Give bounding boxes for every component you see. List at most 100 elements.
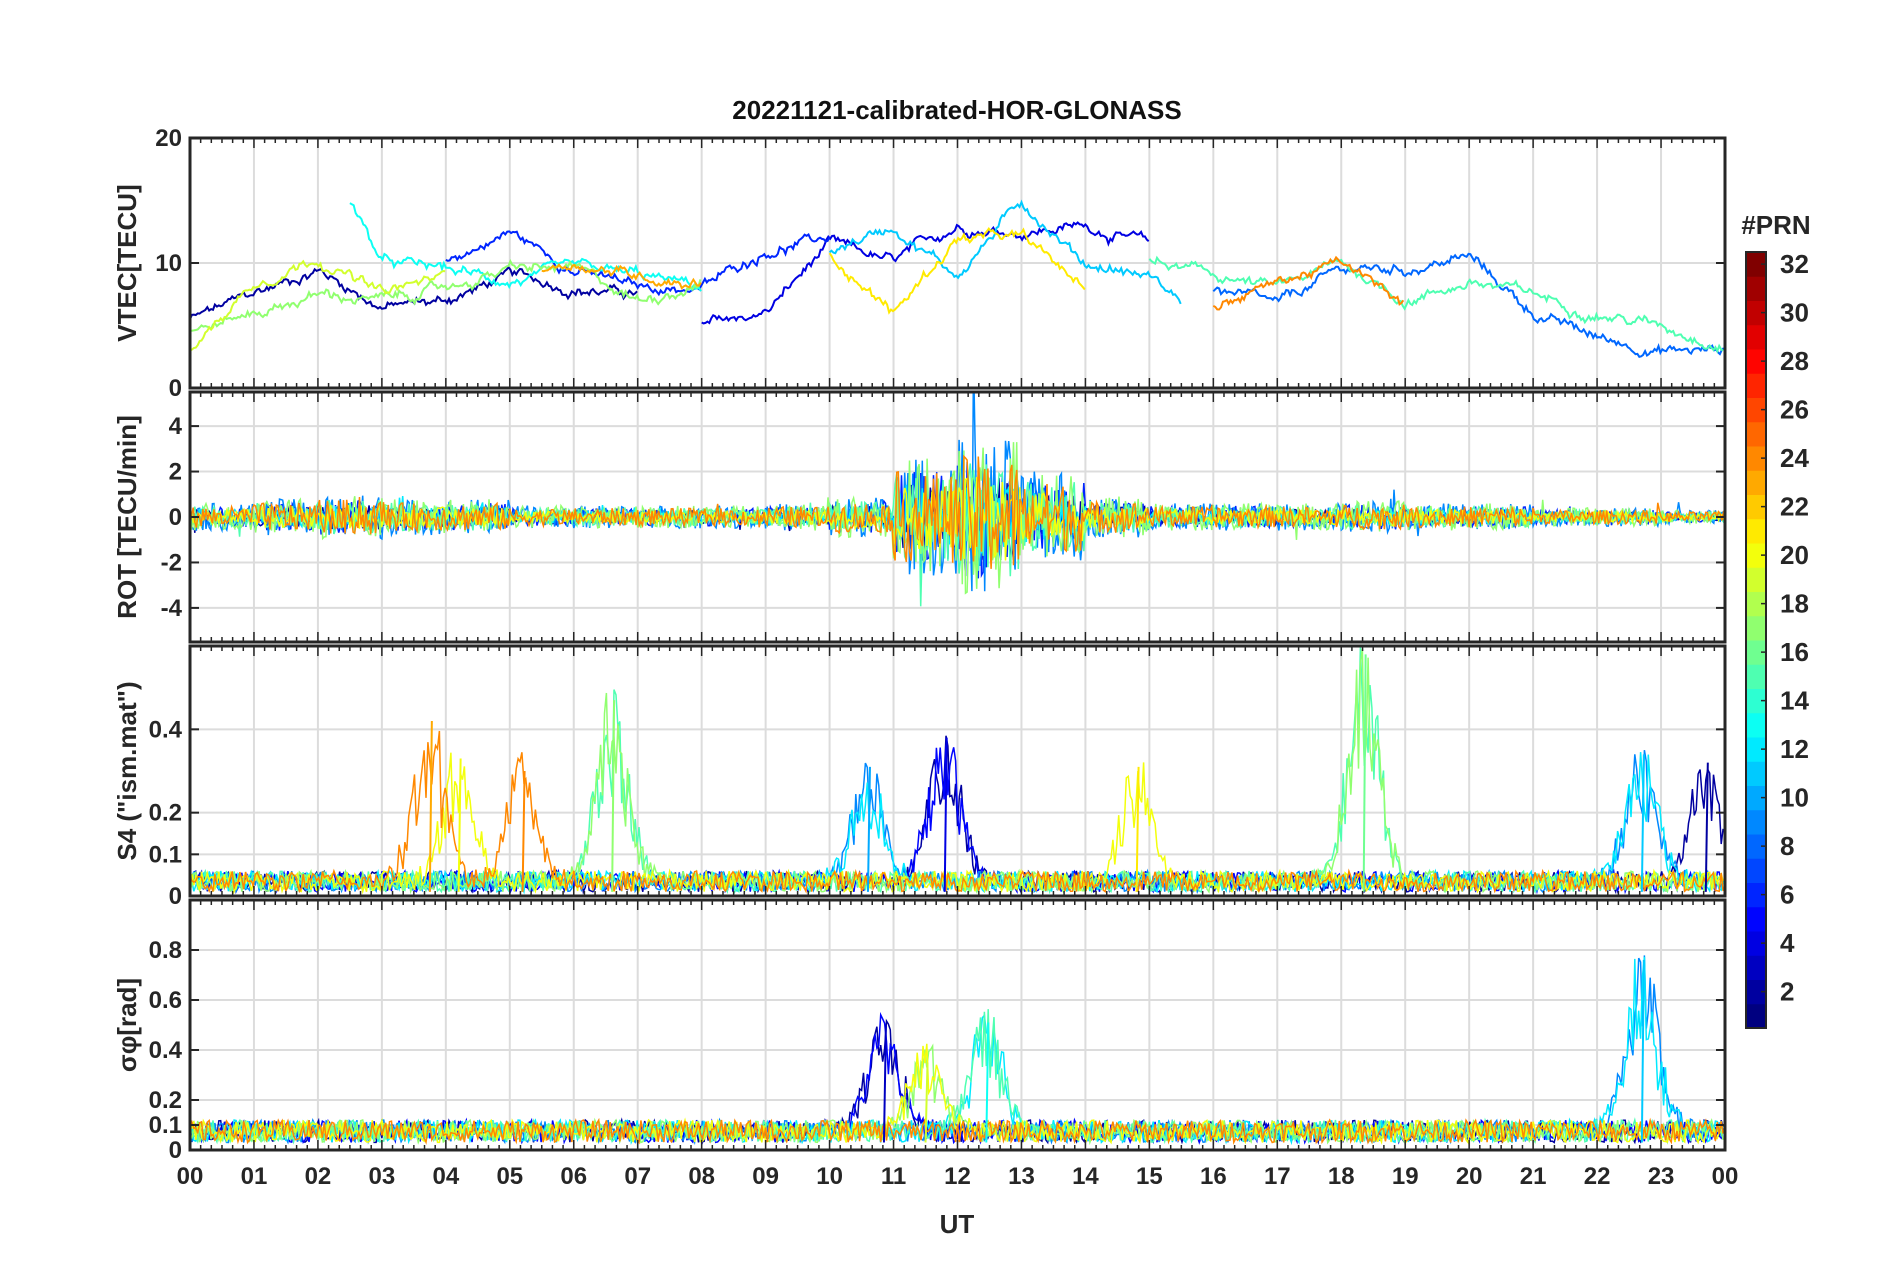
rot-ytick-label: -2 bbox=[161, 549, 182, 576]
sigma-ytick-label: 0 bbox=[169, 1137, 182, 1164]
colorbar-tick-label: 18 bbox=[1780, 589, 1809, 619]
colorbar-tick-label: 22 bbox=[1780, 492, 1809, 522]
vtec-trace-prn-17 bbox=[190, 258, 702, 332]
vtec-trace-prn-11 bbox=[828, 199, 1182, 305]
colorbar-tick-label: 12 bbox=[1780, 734, 1809, 764]
colorbar-tick-label: 6 bbox=[1780, 880, 1794, 910]
s4-peak bbox=[1640, 754, 1645, 892]
sigma-ytick-label: 0.1 bbox=[149, 1112, 182, 1139]
colorbar-band bbox=[1746, 421, 1766, 447]
colorbar-tick-label: 10 bbox=[1780, 783, 1809, 813]
colorbar-band bbox=[1746, 567, 1766, 592]
colorbar-tick-label: 32 bbox=[1780, 249, 1809, 279]
vtec-trace-prn-6 bbox=[445, 230, 831, 297]
rot-ytick-label: 0 bbox=[169, 504, 182, 531]
x-tick-label: 02 bbox=[305, 1163, 332, 1190]
colorbar-band bbox=[1746, 979, 1766, 1005]
s4-peak bbox=[428, 720, 433, 892]
vtec-trace-prn-19 bbox=[190, 259, 446, 352]
colorbar-bands bbox=[1746, 252, 1766, 1029]
s4-ytick-label: 0 bbox=[169, 883, 182, 910]
s4-ytick-label: 0.2 bbox=[149, 800, 182, 827]
colorbar-band bbox=[1746, 470, 1766, 495]
x-tick-label: 17 bbox=[1264, 1163, 1291, 1190]
vtec-ytick-label: 20 bbox=[155, 125, 182, 152]
colorbar-band bbox=[1746, 664, 1766, 689]
colorbar-band bbox=[1746, 931, 1766, 956]
vtec-trace-prn-21 bbox=[828, 227, 1086, 315]
x-tick-label: 19 bbox=[1392, 1163, 1419, 1190]
colorbar-band bbox=[1746, 397, 1766, 423]
rot-axes: -4 -2 0 2 4 bbox=[161, 392, 1726, 642]
rot-ytick-label: -4 bbox=[161, 595, 183, 622]
x-tick-label: 14 bbox=[1072, 1163, 1099, 1190]
colorbar-tick-label: 24 bbox=[1780, 443, 1809, 473]
vtec-trace-prn-8 bbox=[1212, 252, 1725, 358]
colorbar-band bbox=[1746, 761, 1766, 786]
vtec-trace-prn-24 bbox=[1212, 255, 1405, 311]
vtec-traces bbox=[190, 199, 1725, 358]
x-tick-label: 09 bbox=[752, 1163, 779, 1190]
x-tick-label: 22 bbox=[1584, 1163, 1611, 1190]
sigma-peak bbox=[1640, 959, 1645, 1143]
sigma-peak bbox=[882, 1024, 887, 1143]
panel-rot: -4 -2 0 2 4 ROT [TECU/min] bbox=[112, 390, 1727, 644]
vtec-axes: 0 10 20 bbox=[155, 125, 1726, 402]
sigma-peak bbox=[985, 1022, 990, 1143]
panel-s4: 0 0.1 0.2 0.4 S4 ("ism.mat") bbox=[112, 644, 1727, 910]
x-tick-label: 11 bbox=[881, 1163, 906, 1190]
x-tick-label: 10 bbox=[816, 1163, 843, 1190]
s4-ytick-label: 0.4 bbox=[149, 716, 183, 743]
s4-ytick-label: 0.1 bbox=[149, 841, 182, 868]
x-tick-label: 04 bbox=[432, 1163, 459, 1190]
colorbar-tick-label: 26 bbox=[1780, 395, 1809, 425]
colorbar-band bbox=[1746, 373, 1766, 398]
colorbar-band bbox=[1746, 809, 1766, 835]
panel-vtec: 0 10 20 VTEC[TECU] bbox=[112, 125, 1727, 402]
colorbar-band bbox=[1746, 615, 1766, 641]
x-axis-label: UT bbox=[940, 1209, 975, 1239]
x-tick-label: 21 bbox=[1520, 1163, 1547, 1190]
s4-peak bbox=[1704, 762, 1709, 892]
s4-trace-prn-24 bbox=[190, 730, 1724, 894]
s4-peak bbox=[1135, 766, 1140, 892]
rot-trace-prn-24 bbox=[190, 454, 1725, 569]
colorbar-band bbox=[1746, 906, 1766, 932]
colorbar-band bbox=[1746, 834, 1766, 859]
rot-ytick-label: 2 bbox=[169, 459, 182, 486]
vtec-ytick-label: 10 bbox=[155, 250, 182, 277]
vtec-trace-prn-23 bbox=[541, 263, 702, 290]
colorbar-band bbox=[1746, 252, 1766, 277]
vtec-trace-prn-4 bbox=[701, 221, 1150, 325]
x-tick-label: 15 bbox=[1136, 1163, 1163, 1190]
s4-peak bbox=[1362, 654, 1367, 892]
s4-peak bbox=[611, 700, 616, 892]
sigma-ytick-label: 0.2 bbox=[149, 1087, 182, 1114]
rot-ytick-label: 4 bbox=[169, 413, 183, 440]
colorbar-band bbox=[1746, 543, 1766, 568]
sigma-peak bbox=[924, 1062, 929, 1143]
x-tick-label: 16 bbox=[1200, 1163, 1227, 1190]
colorbar-band bbox=[1746, 688, 1766, 714]
x-tick-label: 00 bbox=[177, 1163, 204, 1190]
x-tick-label: 05 bbox=[496, 1163, 523, 1190]
s4-peak bbox=[457, 758, 462, 892]
sigma-ylabel: σφ[rad] bbox=[112, 978, 142, 1072]
vtec-trace-prn-15 bbox=[1148, 255, 1724, 354]
s4-peak bbox=[943, 737, 948, 892]
sig-traces bbox=[190, 955, 1724, 1146]
x-tick-label: 07 bbox=[624, 1163, 651, 1190]
colorbar-band bbox=[1746, 955, 1766, 980]
colorbar-band bbox=[1746, 712, 1766, 738]
sigma-ytick-label: 0.8 bbox=[149, 937, 182, 964]
rot-traces bbox=[190, 392, 1725, 607]
colorbar-tick-label: 2 bbox=[1780, 977, 1794, 1007]
x-tick-labels: 00 01 02 03 04 05 06 07 08 09 10 11 12 13 14 15 16 17 18 19… bbox=[177, 1163, 1739, 1190]
sigma-ytick-label: 0.4 bbox=[149, 1037, 183, 1064]
chart-title: 20221121-calibrated-HOR-GLONASS bbox=[732, 95, 1181, 125]
colorbar-tick-label: 28 bbox=[1780, 346, 1809, 376]
x-axis: 00 01 02 03 04 05 06 07 08 09 10 11 12 13 14 15 16 17 18 19… bbox=[177, 1163, 1739, 1239]
